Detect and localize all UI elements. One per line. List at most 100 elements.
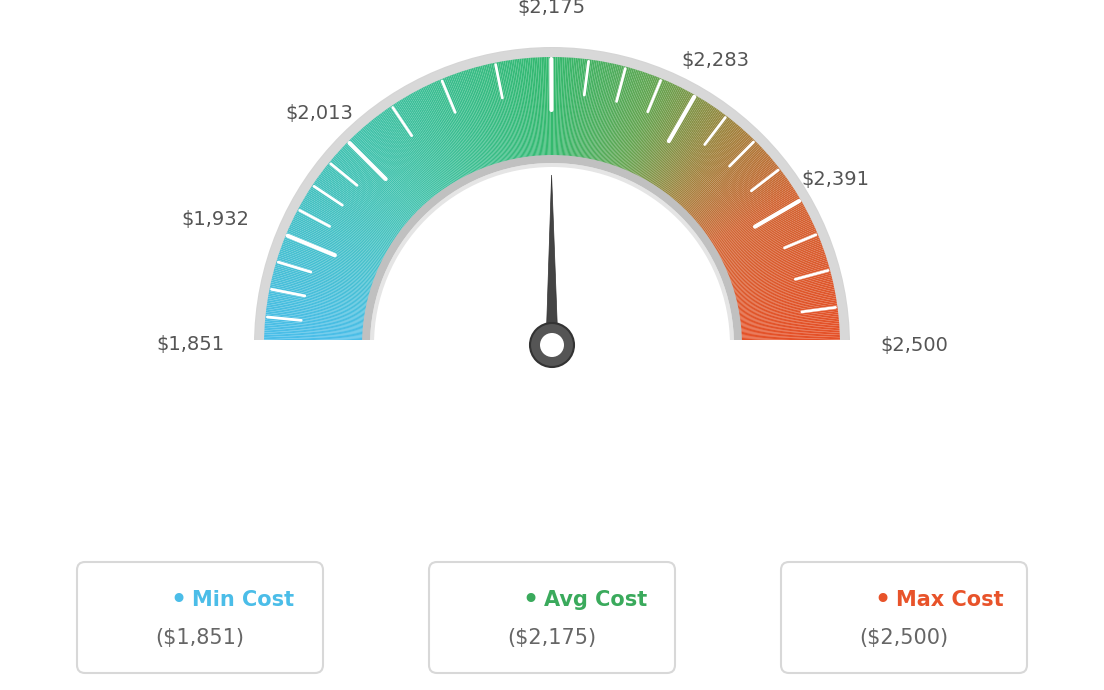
Wedge shape [709, 191, 799, 248]
Wedge shape [716, 213, 811, 262]
Wedge shape [613, 71, 648, 170]
Wedge shape [734, 294, 838, 314]
Wedge shape [635, 86, 683, 180]
Wedge shape [612, 70, 647, 170]
Wedge shape [395, 100, 453, 190]
Wedge shape [342, 144, 418, 217]
Wedge shape [343, 143, 420, 217]
Bar [242, 0, 862, 365]
Wedge shape [362, 155, 742, 345]
Wedge shape [719, 218, 814, 265]
Wedge shape [512, 57, 528, 161]
Wedge shape [734, 290, 837, 311]
Wedge shape [654, 102, 712, 190]
Wedge shape [487, 62, 511, 165]
Wedge shape [577, 58, 594, 162]
Wedge shape [733, 282, 836, 306]
Wedge shape [521, 57, 533, 161]
Wedge shape [736, 323, 841, 332]
Wedge shape [273, 264, 374, 295]
Wedge shape [309, 185, 397, 244]
Wedge shape [346, 140, 422, 215]
Wedge shape [302, 196, 393, 251]
Wedge shape [735, 307, 840, 322]
Wedge shape [719, 220, 815, 266]
Wedge shape [364, 123, 433, 204]
Wedge shape [684, 143, 761, 217]
Wedge shape [464, 68, 497, 168]
Wedge shape [475, 65, 503, 167]
Wedge shape [363, 156, 741, 345]
Wedge shape [401, 97, 457, 187]
Wedge shape [729, 261, 830, 293]
Wedge shape [564, 56, 572, 161]
Wedge shape [666, 116, 731, 199]
Wedge shape [625, 78, 667, 175]
Wedge shape [677, 131, 750, 209]
Wedge shape [263, 323, 368, 332]
Wedge shape [720, 221, 815, 267]
Wedge shape [519, 57, 532, 161]
Wedge shape [726, 250, 827, 286]
Wedge shape [507, 58, 524, 162]
Wedge shape [459, 70, 493, 170]
Wedge shape [424, 84, 471, 179]
Text: •: • [874, 586, 892, 615]
Wedge shape [656, 105, 716, 193]
Wedge shape [466, 68, 498, 168]
Wedge shape [553, 55, 555, 160]
Wedge shape [725, 245, 825, 282]
Wedge shape [368, 120, 435, 202]
Wedge shape [344, 141, 421, 216]
Wedge shape [555, 55, 560, 160]
Wedge shape [726, 248, 826, 284]
Wedge shape [641, 91, 693, 184]
Wedge shape [571, 57, 583, 161]
Wedge shape [728, 255, 828, 289]
Wedge shape [262, 342, 367, 344]
Text: $2,175: $2,175 [517, 0, 585, 17]
Wedge shape [736, 316, 841, 328]
Wedge shape [667, 118, 734, 201]
Wedge shape [384, 107, 446, 194]
Wedge shape [312, 181, 400, 241]
Wedge shape [286, 228, 383, 272]
Wedge shape [406, 94, 460, 185]
Wedge shape [331, 156, 412, 226]
Wedge shape [374, 167, 730, 345]
Wedge shape [501, 59, 521, 163]
Wedge shape [724, 240, 822, 279]
Wedge shape [681, 137, 756, 213]
Wedge shape [736, 319, 841, 330]
Wedge shape [618, 74, 657, 172]
Wedge shape [527, 56, 537, 161]
Wedge shape [538, 55, 544, 160]
Wedge shape [254, 47, 850, 345]
Wedge shape [353, 132, 426, 210]
Wedge shape [562, 55, 570, 160]
Wedge shape [584, 59, 605, 163]
Wedge shape [721, 228, 818, 272]
Wedge shape [711, 196, 802, 251]
Wedge shape [293, 213, 388, 262]
Wedge shape [347, 139, 422, 214]
Polygon shape [546, 175, 558, 365]
Wedge shape [323, 164, 407, 230]
Wedge shape [619, 75, 659, 173]
Wedge shape [327, 161, 408, 229]
Wedge shape [617, 73, 656, 172]
Wedge shape [263, 328, 368, 336]
Wedge shape [310, 184, 399, 243]
Wedge shape [679, 134, 752, 211]
Wedge shape [724, 238, 822, 278]
Wedge shape [264, 313, 368, 325]
Wedge shape [485, 62, 510, 165]
Wedge shape [561, 55, 569, 160]
Wedge shape [269, 277, 372, 302]
Wedge shape [393, 101, 452, 190]
Wedge shape [686, 145, 763, 218]
Wedge shape [322, 166, 406, 232]
Wedge shape [676, 128, 746, 208]
Wedge shape [694, 160, 776, 228]
Wedge shape [529, 56, 538, 161]
